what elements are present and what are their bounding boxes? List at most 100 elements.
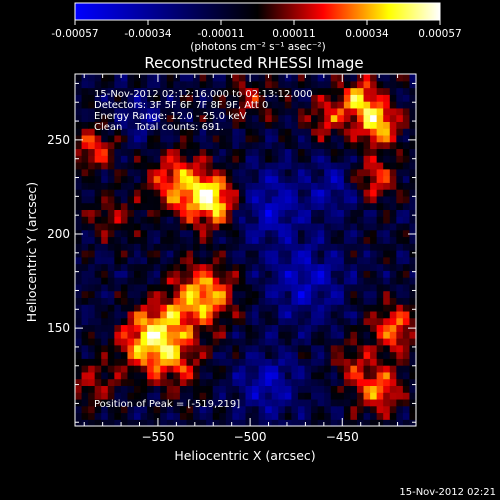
heatmap-cell — [127, 209, 135, 217]
heatmap-cell — [363, 168, 371, 177]
heatmap-cell — [199, 202, 207, 210]
heatmap-cell — [101, 283, 109, 292]
heatmap-cell — [363, 405, 371, 414]
heatmap-cell — [402, 168, 411, 177]
heatmap-cell — [101, 344, 109, 353]
heatmap-cell — [330, 202, 338, 210]
heatmap-cell — [232, 134, 240, 143]
heatmap-cell — [330, 385, 338, 393]
heatmap-cell — [238, 290, 247, 298]
heatmap-cell — [278, 405, 286, 414]
heatmap-cell — [107, 222, 115, 231]
heatmap-cell — [101, 398, 109, 407]
heatmap-cell — [219, 256, 227, 265]
heatmap-cell — [107, 216, 115, 224]
heatmap-cell — [356, 216, 365, 224]
heatmap-cell — [324, 162, 332, 170]
heatmap-cell — [114, 338, 122, 346]
heatmap-cell — [81, 107, 89, 116]
heatmap-cell — [153, 216, 161, 224]
heatmap-cell — [337, 175, 345, 183]
heatmap-cell — [88, 263, 96, 271]
heatmap-cell — [206, 365, 214, 373]
heatmap-cell — [297, 94, 306, 102]
heatmap-cell — [409, 229, 417, 238]
heatmap-cell — [409, 344, 417, 353]
heatmap-cell — [81, 358, 89, 366]
heatmap-cell — [245, 412, 253, 420]
heatmap-cell — [383, 398, 391, 407]
heatmap-cell — [376, 385, 384, 393]
heatmap-cell — [324, 114, 332, 122]
heatmap-cell — [402, 256, 411, 265]
heatmap-cell — [383, 209, 391, 217]
colorbar-tick-label: -0.00011 — [197, 28, 244, 40]
heatmap-cell — [225, 365, 233, 373]
heatmap-cell — [160, 331, 168, 339]
heatmap-cell — [389, 250, 397, 258]
heatmap-cell — [317, 195, 325, 204]
heatmap-cell — [409, 256, 417, 265]
heatmap-cell — [356, 101, 365, 109]
heatmap-cell — [120, 263, 129, 271]
heatmap-cell — [258, 351, 266, 359]
heatmap-cell — [311, 168, 319, 177]
heatmap-cell — [363, 121, 371, 129]
heatmap-cell — [238, 94, 247, 102]
heatmap-cell — [134, 236, 142, 244]
heatmap-cell — [127, 74, 135, 82]
heatmap-cell — [356, 297, 365, 305]
heatmap-cell — [370, 331, 378, 339]
heatmap-cell — [127, 229, 135, 238]
heatmap-cell — [350, 80, 358, 89]
heatmap-cell — [245, 405, 253, 414]
heatmap-cell — [278, 250, 286, 258]
heatmap-cell — [193, 168, 201, 177]
heatmap-cell — [94, 398, 102, 407]
heatmap-cell — [330, 371, 338, 380]
heatmap-cell — [343, 385, 352, 393]
heatmap-cell — [376, 250, 384, 258]
heatmap-cell — [232, 74, 240, 82]
heatmap-cell — [193, 209, 201, 217]
heatmap-cell — [114, 134, 122, 143]
heatmap-cell — [173, 250, 181, 258]
heatmap-cell — [324, 412, 332, 420]
heatmap-cell — [324, 209, 332, 217]
heatmap-cell — [114, 141, 122, 150]
heatmap-cell — [199, 277, 207, 285]
heatmap-cell — [330, 338, 338, 346]
heatmap-cell — [252, 134, 260, 143]
heatmap-cell — [252, 148, 260, 156]
heatmap-cell — [81, 256, 89, 265]
heatmap-cell — [114, 358, 122, 366]
heatmap-cell — [193, 310, 201, 319]
heatmap-cell — [396, 304, 404, 312]
heatmap-cell — [258, 310, 266, 319]
heatmap-cell — [81, 243, 89, 251]
heatmap-cell — [278, 134, 286, 143]
heatmap-cell — [291, 398, 299, 407]
heatmap-cell — [212, 283, 220, 292]
heatmap-cell — [212, 392, 220, 400]
heatmap-cell — [81, 297, 89, 305]
heatmap-cell — [383, 141, 391, 150]
heatmap-cell — [258, 331, 266, 339]
heatmap-cell — [147, 101, 155, 109]
heatmap-cell — [140, 331, 148, 339]
heatmap-cell — [265, 209, 273, 217]
heatmap-cell — [317, 250, 325, 258]
heatmap-cell — [389, 317, 397, 326]
heatmap-cell — [311, 202, 319, 210]
heatmap-cell — [258, 338, 266, 346]
heatmap-cell — [75, 371, 83, 380]
heatmap-cell — [166, 148, 174, 156]
heatmap-cell — [265, 114, 273, 122]
heatmap-cell — [284, 121, 293, 129]
heatmap-cell — [350, 351, 358, 359]
heatmap-cell — [101, 216, 109, 224]
heatmap-cell — [166, 141, 174, 150]
heatmap-cell — [225, 344, 233, 353]
heatmap-cell — [81, 195, 89, 204]
heatmap-cell — [120, 94, 129, 102]
